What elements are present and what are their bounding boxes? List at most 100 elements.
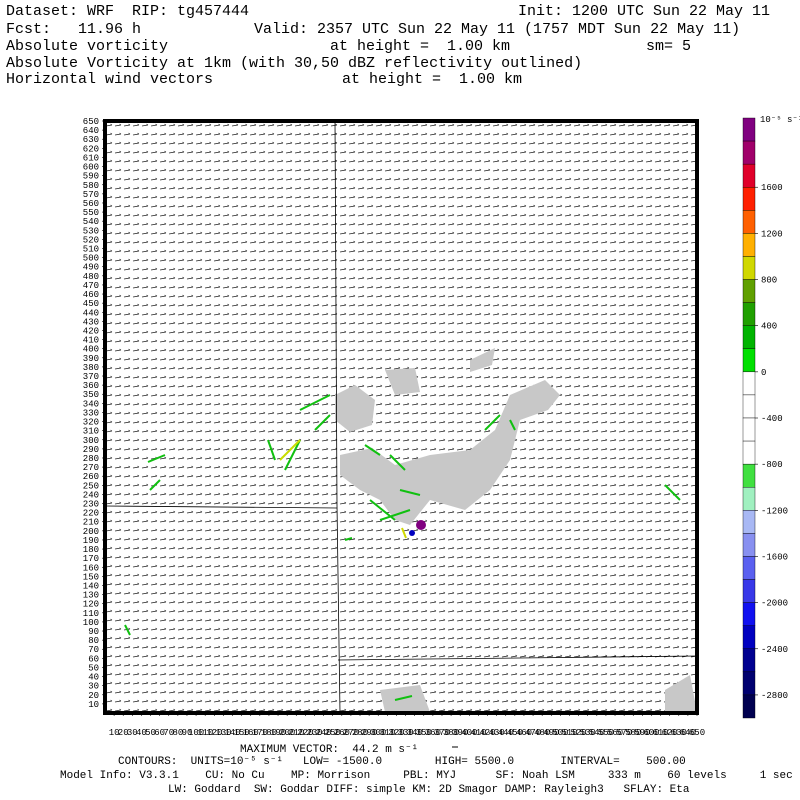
colorbar-cell (742, 417, 756, 442)
x-tick-label: 40 (136, 728, 147, 738)
x-tick-label: 30 (127, 728, 138, 738)
y-tick-label: 330 (83, 408, 99, 418)
y-tick-label: 600 (83, 163, 99, 173)
contour-info: CONTOURS: UNITS=10⁻⁵ s⁻¹ LOW= -1500.0 HI… (118, 756, 686, 768)
y-tick-label: 190 (83, 536, 99, 546)
y-tick-label: 490 (83, 263, 99, 273)
x-tick-label: 280 (352, 728, 368, 738)
colorbar-unit: 10⁻⁵ s⁻¹ (760, 115, 800, 125)
x-tick-label: 300 (370, 728, 386, 738)
x-tick-label: 240 (315, 728, 331, 738)
y-tick-label: 470 (83, 281, 99, 291)
y-tick-label: 170 (83, 554, 99, 564)
y-tick-label: 40 (88, 673, 99, 683)
colorbar-label: -1600 (761, 552, 788, 562)
x-tick-label: 140 (224, 728, 240, 738)
x-tick-label: 380 (443, 728, 459, 738)
plot-area (105, 121, 697, 713)
y-tick-label: 340 (83, 399, 99, 409)
colorbar-cell (742, 487, 756, 511)
x-tick-label: 370 (434, 728, 450, 738)
colorbar-label: 400 (761, 322, 777, 332)
y-tick-label: 580 (83, 181, 99, 191)
colorbar-label: 1200 (761, 229, 783, 239)
forecast-hour: Fcst: 11.96 h (6, 21, 141, 38)
x-tick-label: 90 (182, 728, 193, 738)
y-tick-label: 500 (83, 254, 99, 264)
x-tick-label: 470 (525, 728, 541, 738)
x-tick-label: 320 (388, 728, 404, 738)
x-tick-label: 160 (243, 728, 259, 738)
x-tick-label: 620 (662, 728, 678, 738)
colorbar-cell (742, 579, 756, 603)
y-tick-label: 540 (83, 217, 99, 227)
y-tick-label: 440 (83, 308, 99, 318)
field-name: Absolute vorticity (6, 38, 168, 55)
y-tick-label: 130 (83, 591, 99, 601)
y-tick-label: 530 (83, 226, 99, 236)
colorbar-cell (742, 602, 756, 626)
colorbar-cell (742, 117, 756, 142)
field-name: Absolute Vorticity at 1km (with 30,50 dB… (6, 55, 582, 72)
colorbar-cell (742, 440, 756, 465)
x-tick-label: 390 (452, 728, 468, 738)
x-tick-label: 80 (172, 728, 183, 738)
y-tick-label: 180 (83, 545, 99, 555)
x-tick-label: 110 (197, 728, 213, 738)
colorbar-label: -400 (761, 414, 783, 424)
y-tick-label: 630 (83, 135, 99, 145)
y-tick-label: 270 (83, 463, 99, 473)
x-tick-label: 610 (652, 728, 668, 738)
x-tick-label: 100 (188, 728, 204, 738)
x-tick-label: 600 (643, 728, 659, 738)
max-vector: MAXIMUM VECTOR: 44.2 m s⁻¹ (240, 744, 418, 756)
vorticity-minimum (409, 530, 415, 536)
y-tick-label: 160 (83, 563, 99, 573)
x-tick-label: 420 (479, 728, 495, 738)
x-tick-label: 290 (361, 728, 377, 738)
state-boundaries (105, 121, 697, 713)
colorbar-label: -2800 (761, 691, 788, 701)
y-tick-label: 220 (83, 509, 99, 519)
x-tick-label: 500 (552, 728, 568, 738)
x-tick-label: 150 (234, 728, 250, 738)
x-tick-label: 590 (634, 728, 650, 738)
y-tick-label: 290 (83, 445, 99, 455)
y-tick-label: 450 (83, 299, 99, 309)
y-tick-label: 480 (83, 272, 99, 282)
y-tick-label: 300 (83, 436, 99, 446)
init-time: Init: 1200 UTC Sun 22 May 11 (518, 3, 770, 20)
y-tick-label: 510 (83, 245, 99, 255)
x-tick-label: 210 (288, 728, 304, 738)
vorticity-contours (279, 439, 301, 461)
colorbar-cell (742, 394, 756, 419)
colorbar-cell (742, 533, 756, 557)
reflectivity (335, 348, 697, 712)
colorbar-cell (742, 694, 756, 719)
y-tick-label: 100 (83, 618, 99, 628)
colorbar-label: 1600 (761, 183, 783, 193)
colorbar-cell (742, 463, 756, 488)
colorbar-cell (742, 348, 756, 373)
colorbar-cell (742, 233, 756, 257)
y-tick-label: 550 (83, 208, 99, 218)
y-tick-label: 280 (83, 454, 99, 464)
x-tick-label: 190 (270, 728, 286, 738)
x-tick-label: 560 (607, 728, 623, 738)
y-tick-label: 200 (83, 527, 99, 537)
y-tick-label: 640 (83, 126, 99, 136)
colorbar-cell (742, 279, 756, 303)
colorbar-label: -800 (761, 460, 783, 470)
y-tick-label: 370 (83, 372, 99, 382)
x-tick-label: 480 (534, 728, 550, 738)
x-tick-label: 230 (306, 728, 322, 738)
x-tick-label: 360 (425, 728, 441, 738)
colorbar-cell (742, 510, 756, 534)
x-tick-label: 410 (470, 728, 486, 738)
colorbar-label: -2000 (761, 599, 788, 609)
x-tick-label: 580 (625, 728, 641, 738)
y-tick-label: 80 (88, 636, 99, 646)
colorbar-label: -1200 (761, 506, 788, 516)
